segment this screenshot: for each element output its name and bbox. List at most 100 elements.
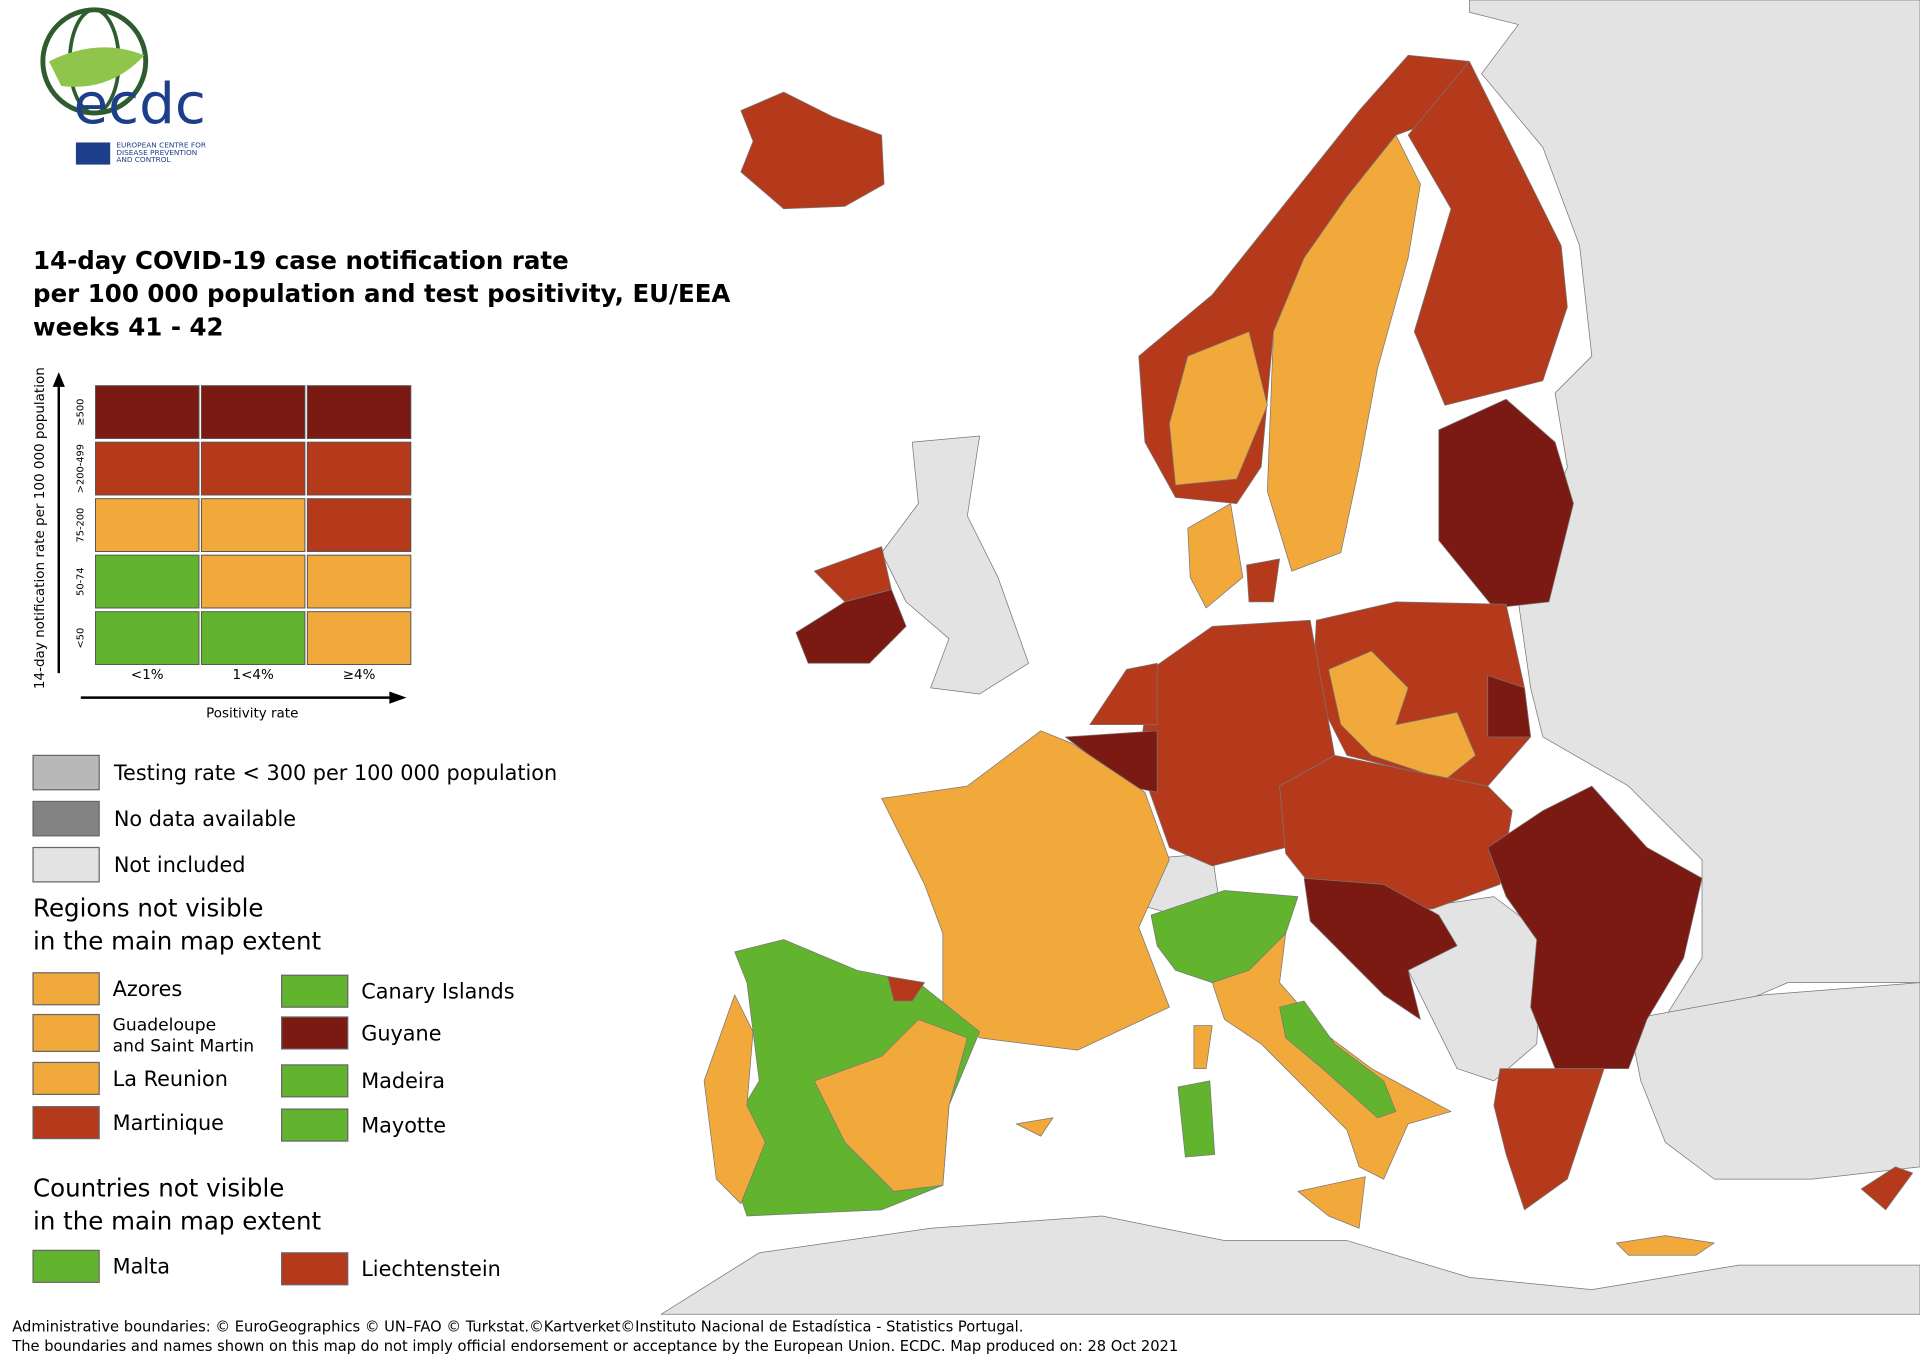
- italy-south: [1279, 1000, 1397, 1119]
- legend-label: No data available: [114, 807, 296, 831]
- footer-line: Administrative boundaries: © EuroGeograp…: [12, 1318, 1023, 1335]
- matrix-row-label: ≥500: [75, 399, 86, 426]
- region-swatch: [32, 1106, 100, 1140]
- united-kingdom: [881, 435, 1029, 695]
- romania-bulgaria: [1487, 785, 1703, 1069]
- matrix-cell: [200, 385, 306, 439]
- matrix-cell: [95, 385, 200, 439]
- sweden: [1266, 134, 1421, 572]
- corsica: [1193, 1025, 1213, 1069]
- poland-regions: [1328, 650, 1476, 781]
- balearics: [1015, 1117, 1054, 1137]
- slovenia-croatia: [1303, 877, 1458, 1020]
- map: [660, 0, 1920, 1315]
- iceland: [740, 91, 885, 210]
- north-africa: [660, 1215, 1920, 1315]
- matrix-cell: [306, 554, 412, 609]
- matrix-cell: [95, 441, 200, 496]
- logo-org-line: AND CONTROL: [116, 155, 171, 164]
- matrix-cell: [306, 611, 412, 665]
- basque: [887, 976, 925, 1002]
- legend-swatch: [32, 800, 100, 837]
- crete: [1615, 1235, 1715, 1256]
- sicily: [1297, 1176, 1366, 1229]
- title: 14-day COVID-19 case notification rate pe…: [33, 246, 730, 341]
- region-swatch: [32, 1249, 100, 1283]
- region-label: Malta: [113, 1255, 170, 1279]
- matrix-column-label: 1<4%: [233, 667, 274, 683]
- netherlands: [1089, 662, 1158, 726]
- x-arrowhead: [389, 691, 407, 704]
- matrix-cell: [306, 498, 412, 552]
- risk-matrix: 14-day notification rate per 100 000 pop…: [32, 367, 412, 721]
- y-axis-label: 14-day notification rate per 100 000 pop…: [32, 367, 48, 689]
- section-heading: in the main map extent: [33, 926, 321, 955]
- norway-south: [1169, 331, 1268, 486]
- logo-org-line: EUROPEAN CENTRE FOR: [116, 140, 206, 149]
- regions-legend: Regions not visible in the main map exten…: [32, 893, 515, 1142]
- portugal: [703, 994, 766, 1205]
- matrix-row-label: 50-74: [75, 567, 86, 596]
- matrix-row-label: >200-499: [75, 444, 86, 493]
- region-label: Canary Islands: [361, 980, 514, 1004]
- greece: [1493, 1068, 1605, 1211]
- region-swatch: [281, 1252, 349, 1286]
- matrix-column-label: <1%: [131, 667, 164, 683]
- legend-label: Not included: [114, 853, 246, 877]
- section-heading: in the main map extent: [33, 1206, 321, 1235]
- region-swatch: [281, 1108, 349, 1142]
- france: [881, 730, 1170, 1051]
- region-swatch: [281, 1016, 349, 1050]
- matrix-cell: [200, 554, 306, 609]
- ireland: [795, 589, 907, 664]
- matrix-row-label: 75-200: [75, 508, 86, 543]
- matrix-cell: [306, 441, 412, 496]
- matrix-cell: [95, 498, 200, 552]
- title-line: 14-day COVID-19 case notification rate: [33, 246, 569, 275]
- region-label: Martinique: [113, 1111, 224, 1135]
- logo-org-line: DISEASE PREVENTION: [116, 148, 197, 157]
- region-swatch: [32, 1013, 100, 1053]
- logo-name: ecdc: [73, 72, 205, 137]
- region-swatch: [281, 974, 349, 1008]
- region-label: La Reunion: [113, 1067, 228, 1091]
- region-label: and Saint Martin: [113, 1036, 254, 1056]
- logo-land: [48, 47, 145, 87]
- matrix-column-label: ≥4%: [343, 667, 376, 683]
- turkey: [1628, 982, 1920, 1180]
- title-line: weeks 41 - 42: [33, 312, 224, 341]
- section-heading: Regions not visible: [33, 893, 263, 922]
- matrix-cell: [200, 611, 306, 665]
- matrix-cell: [95, 611, 200, 665]
- eu-flag: [75, 142, 111, 165]
- footer-line: The boundaries and names shown on this m…: [11, 1338, 1178, 1355]
- region-label: Mayotte: [361, 1113, 446, 1137]
- region-label: Guadeloupe: [113, 1015, 217, 1035]
- region-label: Azores: [113, 977, 183, 1001]
- countries-legend: Countries not visible in the main map ext…: [32, 1173, 501, 1286]
- legend-swatch: [32, 754, 100, 791]
- matrix-cell: [95, 554, 200, 609]
- matrix-row-label: <50: [75, 628, 86, 649]
- central-europe: [1279, 755, 1513, 910]
- legend-swatch: [32, 846, 100, 883]
- baltics: [1438, 398, 1574, 609]
- region-label: Guyane: [361, 1021, 441, 1045]
- region-label: Madeira: [361, 1069, 445, 1093]
- legend: Testing rate < 300 per 100 000 populatio…: [32, 754, 557, 883]
- region-label: Liechtenstein: [361, 1257, 501, 1281]
- x-axis-label: Positivity rate: [206, 705, 298, 721]
- region-swatch: [32, 1061, 100, 1095]
- finland: [1407, 61, 1568, 406]
- matrix-cell: [200, 441, 306, 496]
- denmark: [1187, 503, 1244, 609]
- y-arrowhead: [52, 372, 65, 387]
- region-swatch: [32, 972, 100, 1006]
- section-heading: Countries not visible: [33, 1173, 284, 1202]
- sardinia: [1177, 1080, 1216, 1158]
- footer: Administrative boundaries: © EuroGeograp…: [11, 1318, 1178, 1355]
